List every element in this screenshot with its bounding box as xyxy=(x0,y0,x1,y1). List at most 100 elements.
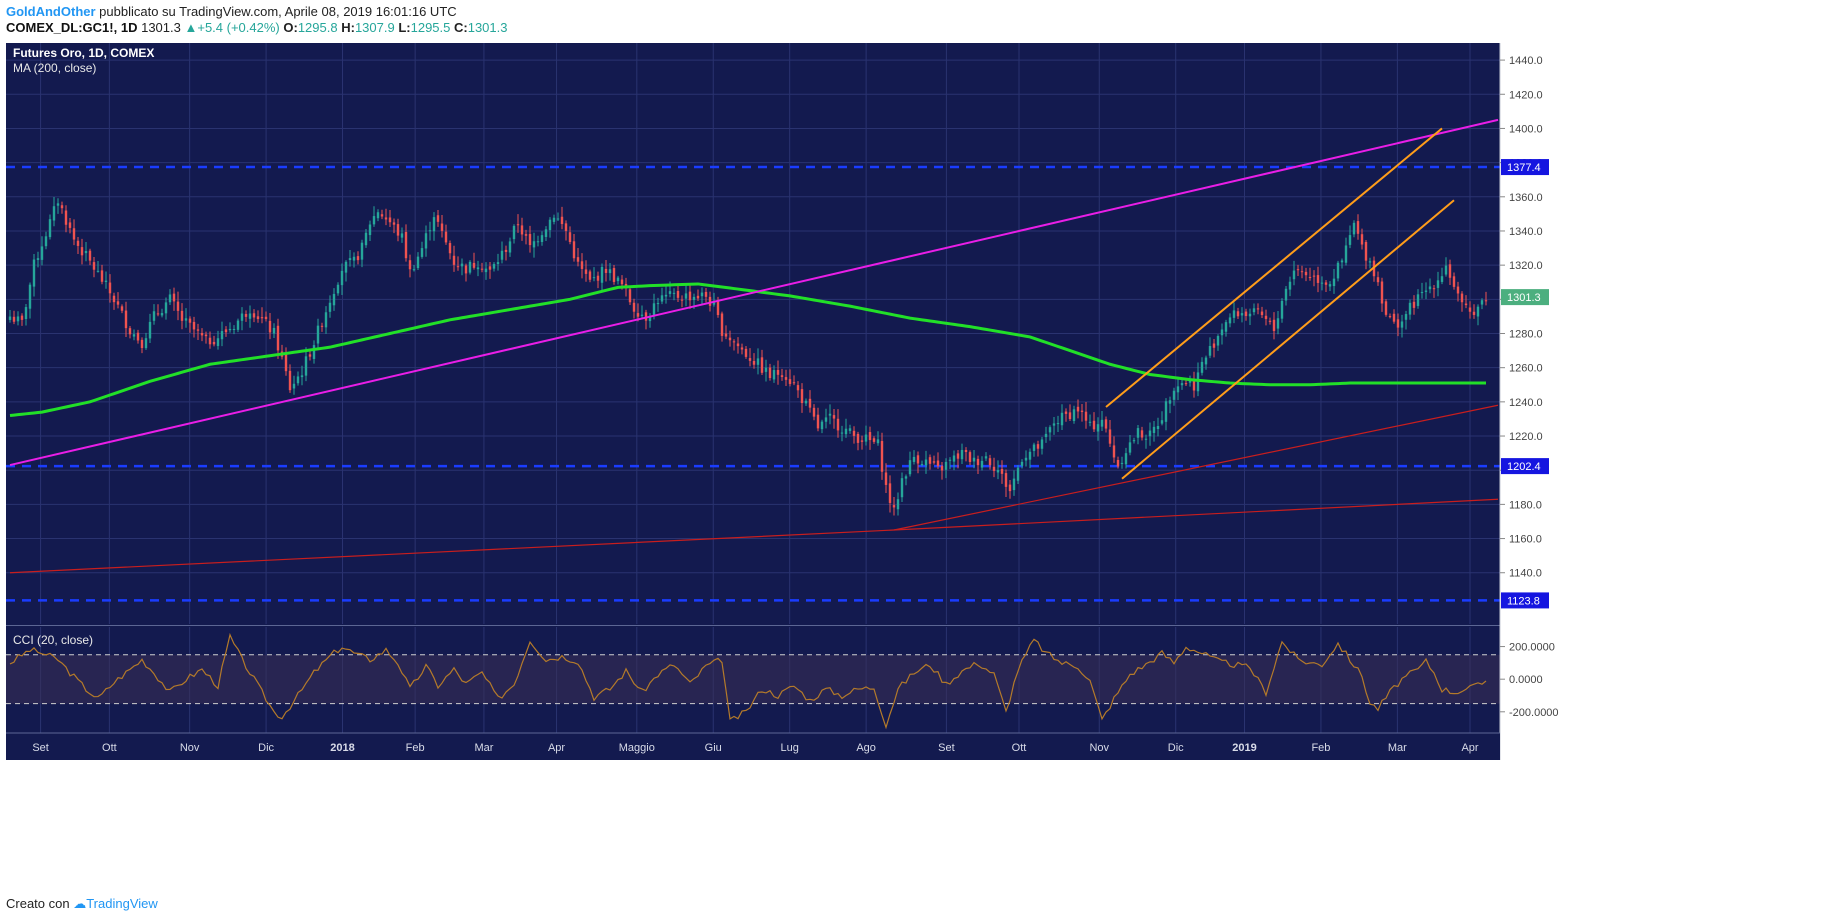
candle-body xyxy=(1348,235,1352,245)
candle-body xyxy=(1188,381,1192,383)
candle-body xyxy=(676,291,680,298)
candle-body xyxy=(1236,311,1240,317)
candle-body xyxy=(212,341,216,345)
candle-body xyxy=(340,270,344,286)
candle-body xyxy=(144,338,148,349)
candle-body xyxy=(472,262,476,268)
symbol-ohlc-bar: COMEX_DL:GC1!, 1D 1301.3 ▲+5.4 (+0.42%) … xyxy=(6,20,507,35)
candle-body xyxy=(896,499,900,510)
candle-body xyxy=(100,270,104,282)
candle-body xyxy=(48,219,52,238)
candle-body xyxy=(1192,379,1196,391)
tradingview-logo-icon[interactable]: ☁ xyxy=(73,896,87,911)
candle-body xyxy=(1276,318,1280,329)
candle-body xyxy=(1468,307,1472,312)
candle-body xyxy=(104,280,108,283)
candle-body xyxy=(864,434,868,442)
candle-body xyxy=(1024,457,1028,461)
candle-body xyxy=(124,310,128,329)
ma200-line xyxy=(9,282,1486,418)
price-tick-label: 1320.0 xyxy=(1509,260,1543,272)
candle-body xyxy=(560,216,564,225)
candle-body xyxy=(1456,286,1460,294)
support-price-label: 1377.4 xyxy=(1507,162,1541,174)
candle-body xyxy=(404,231,408,259)
candle-body xyxy=(296,376,300,384)
candle-body xyxy=(32,259,36,287)
candle-body xyxy=(1428,286,1432,290)
candle-body xyxy=(344,261,348,273)
last-price: 1301.3 xyxy=(141,20,181,35)
candle-body xyxy=(1336,262,1340,279)
time-axis-label: Maggio xyxy=(619,742,655,754)
candle-body xyxy=(708,296,712,306)
candle-body xyxy=(520,225,524,235)
candle-body xyxy=(384,217,388,220)
time-axis-label: Dic xyxy=(1168,742,1184,754)
candle-body xyxy=(440,223,444,231)
price-chart-svg[interactable]: CCI (20, close) Futures Oro, 1D, COMEXMA … xyxy=(6,43,1822,885)
candle-body xyxy=(1092,420,1096,430)
candle-body xyxy=(572,241,576,259)
candle-body xyxy=(480,268,484,270)
candle-body xyxy=(1440,276,1444,282)
candle-body xyxy=(832,415,836,419)
candle-body xyxy=(220,331,224,340)
ma-indicator-label: MA (200, close) xyxy=(13,61,96,75)
candle-body xyxy=(552,217,556,222)
candle-body xyxy=(1352,222,1356,235)
time-axis-label: Ott xyxy=(102,742,117,754)
candle-body xyxy=(1240,313,1244,316)
candle-body xyxy=(60,205,64,209)
candle-body xyxy=(252,313,256,318)
candle-body xyxy=(1408,302,1412,315)
candle-body xyxy=(304,356,308,376)
candle-body xyxy=(988,458,992,466)
candle-body xyxy=(176,301,180,311)
candle-body xyxy=(1100,419,1104,427)
footer: Creato con ☁TradingView xyxy=(6,896,158,912)
candle-body xyxy=(364,232,368,246)
candle-body xyxy=(1332,278,1336,287)
price-tick-label: 1340.0 xyxy=(1509,226,1543,238)
candle-body xyxy=(1460,293,1464,303)
candle-body xyxy=(332,293,336,306)
candle-body xyxy=(108,282,112,294)
candle-body xyxy=(1312,275,1316,277)
candle-body xyxy=(1292,270,1296,280)
candle-body xyxy=(492,264,496,269)
candle-body xyxy=(1164,401,1168,422)
candle-body xyxy=(1296,269,1300,271)
price-axis-background xyxy=(1500,43,1822,760)
candle-body xyxy=(728,337,732,341)
candle-body xyxy=(468,261,472,273)
candle-body xyxy=(1376,277,1380,283)
candle-body xyxy=(548,219,552,231)
time-axis-label: 2018 xyxy=(330,742,354,754)
candle-body xyxy=(356,256,360,261)
candle-body xyxy=(72,228,76,240)
author-link[interactable]: GoldAndOther xyxy=(6,4,96,19)
candle-body xyxy=(912,456,916,462)
candle-body xyxy=(720,313,724,336)
chart-container[interactable]: CCI (20, close) Futures Oro, 1D, COMEX MA … xyxy=(6,43,1822,885)
high-label: H: xyxy=(341,20,355,35)
price-tick-label: 1280.0 xyxy=(1509,329,1543,341)
candle-body xyxy=(1448,264,1452,278)
candle-body xyxy=(172,293,176,302)
candle-body xyxy=(1032,444,1036,451)
candle-body xyxy=(1432,288,1436,290)
candle-body xyxy=(412,269,416,271)
tradingview-brand-link[interactable]: TradingView xyxy=(86,896,158,911)
candle-body xyxy=(608,269,612,274)
candle-body xyxy=(1480,300,1484,305)
candle-body xyxy=(248,313,252,319)
candle-body xyxy=(168,294,172,303)
candle-body xyxy=(640,314,644,316)
candle-body xyxy=(616,277,620,282)
candle-body xyxy=(508,241,512,253)
candle-body xyxy=(1184,383,1188,385)
candle-body xyxy=(732,341,736,343)
high-value: 1307.9 xyxy=(354,20,395,35)
candle-body xyxy=(536,241,540,243)
